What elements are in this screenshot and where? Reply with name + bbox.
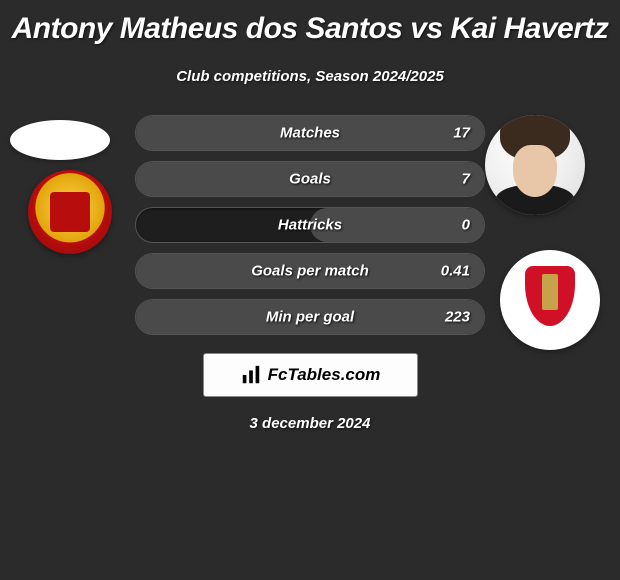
stat-value-right: 0.41 [441, 263, 470, 280]
stat-value-right: 17 [453, 125, 470, 142]
avatar-placeholder-icon [10, 120, 110, 160]
stat-value-right: 223 [445, 309, 470, 326]
date-text: 3 december 2024 [0, 415, 620, 432]
logo-text: FcTables.com [268, 365, 381, 385]
stat-row: Hattricks 0 [135, 207, 485, 243]
comparison-panel: Matches 17 Goals 7 Hattricks 0 Goals per match… [0, 115, 620, 432]
stat-value-right: 7 [462, 171, 470, 188]
stat-label: Hattricks [278, 217, 342, 234]
stat-row: Goals 7 [135, 161, 485, 197]
subtitle: Club competitions, Season 2024/2025 [0, 68, 620, 85]
stat-label: Min per goal [266, 309, 354, 326]
arsenal-badge-icon [500, 250, 600, 350]
club-left-badge [28, 170, 112, 254]
page-title: Antony Matheus dos Santos vs Kai Havertz [0, 0, 620, 46]
player-left-avatar [10, 115, 110, 160]
stat-row: Goals per match 0.41 [135, 253, 485, 289]
man-utd-badge-icon [28, 170, 112, 254]
stat-row: Min per goal 223 [135, 299, 485, 335]
player-right-avatar [485, 115, 585, 215]
stat-label: Goals [289, 171, 331, 188]
stat-label: Matches [280, 125, 340, 142]
stat-row: Matches 17 [135, 115, 485, 151]
bar-chart-icon [240, 364, 262, 386]
fctables-logo: FcTables.com [203, 353, 418, 397]
stat-label: Goals per match [251, 263, 369, 280]
avatar-photo-icon [485, 115, 585, 215]
club-right-badge [500, 250, 600, 350]
stat-bars: Matches 17 Goals 7 Hattricks 0 Goals per match… [135, 115, 485, 335]
stat-value-right: 0 [462, 217, 470, 234]
